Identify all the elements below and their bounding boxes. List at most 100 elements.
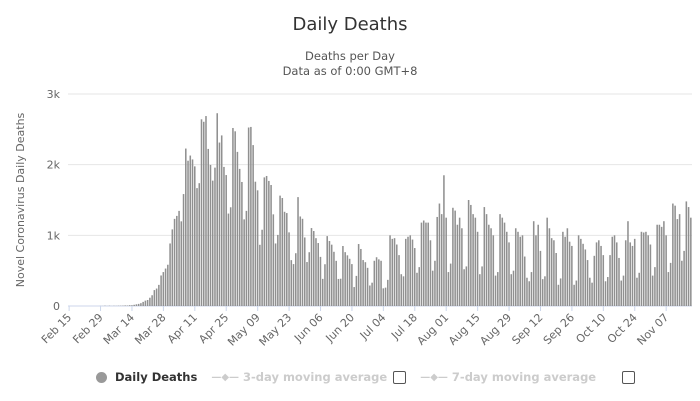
bar [582,243,584,306]
bar [602,255,605,306]
bar [225,175,227,306]
bar [169,243,171,306]
bar [268,180,270,306]
bar [384,287,387,306]
3day-average-checkbox[interactable] [393,370,407,384]
bar [427,222,429,306]
bar [160,275,162,306]
bar [445,217,447,306]
7day-average-checkbox[interactable] [622,370,636,384]
bar [353,287,355,306]
bar [176,215,178,306]
bar [135,304,138,306]
legend-label: 3-day moving average [243,370,388,384]
bar [306,262,308,306]
bar [665,235,667,306]
bar [636,277,638,306]
bar [676,219,679,306]
bar [409,235,412,306]
bar [279,195,281,306]
x-tick-label: May 23 [257,311,295,349]
bar [429,240,432,306]
bar [413,248,416,306]
bar [640,231,643,306]
bar [658,224,661,306]
bar [218,142,221,306]
bar [555,253,557,306]
bar [326,236,328,306]
x-tick-label: Oct 24 [605,311,640,346]
bar [541,279,544,306]
bar [436,216,438,306]
bar [620,280,623,306]
bar [546,217,548,306]
x-tick-label: Jun 06 [291,311,325,345]
bar [651,275,654,306]
bar [328,240,331,306]
x-tick-label: May 09 [225,311,263,349]
bar [465,266,468,306]
bar [685,201,688,306]
bar [568,241,571,306]
bar [544,276,546,306]
legend-3day-average[interactable]: —◆— 3-day moving average [211,370,387,384]
bar [663,221,665,306]
bar [171,229,174,306]
y-tick-label: 0 [53,300,60,313]
bar [131,305,133,306]
bar [389,235,391,306]
y-axis-label: Novel Coronavirus Daily Deaths [14,112,27,287]
bar [559,278,562,306]
bar [191,159,194,306]
legend-daily-deaths[interactable]: Daily Deaths [96,370,197,384]
bar [449,263,452,306]
bar [564,236,566,306]
bar [378,259,380,306]
bar [600,245,602,306]
bar [609,255,611,306]
bar [382,288,385,306]
bar [173,218,176,306]
bar [431,270,434,306]
chart-subtitle-date: Data as of 0:00 GMT+8 [282,64,418,78]
bar [497,272,499,306]
bar [330,244,333,306]
bar [398,255,400,306]
bar [539,250,542,306]
bar [595,242,598,306]
bar [645,231,647,306]
bar [690,217,692,306]
bar [124,305,126,306]
bar [537,224,539,306]
bar [198,183,201,306]
bar [485,214,488,306]
bar [187,160,189,306]
bar [200,119,203,306]
bar [550,238,553,306]
bar [337,278,340,306]
x-tick-label: Oct 10 [573,311,608,346]
bar [528,281,530,306]
bar [505,231,508,306]
bar [591,282,593,306]
bar [508,242,510,306]
bar [149,297,151,306]
bar [140,303,142,306]
bar [357,244,360,306]
bar [523,256,526,306]
bar [548,228,551,306]
bar [272,214,275,306]
bar [575,280,578,306]
legend-7day-average[interactable]: —◆— 7-day moving average [420,370,596,384]
y-tick-label: 3k [47,88,61,101]
bar [425,222,427,306]
bar [250,126,252,306]
bar [254,181,257,306]
bar [400,274,403,306]
bar [633,238,636,306]
bar [422,220,425,306]
bar [364,262,367,306]
bar [532,221,535,306]
x-tick-label: Aug 01 [415,311,452,348]
